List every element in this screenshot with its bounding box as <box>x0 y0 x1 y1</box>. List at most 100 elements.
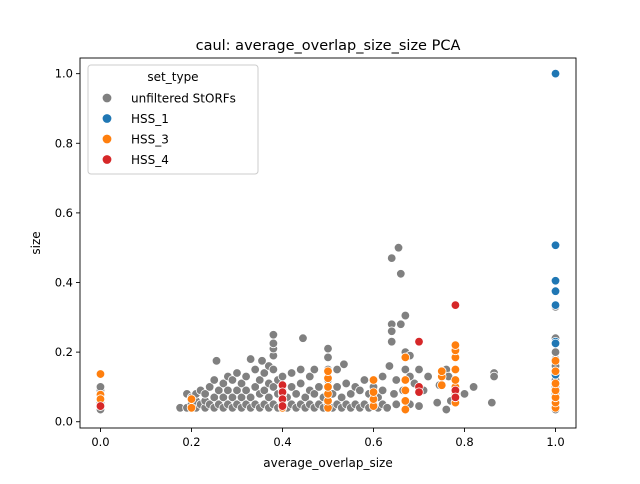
data-point <box>95 369 106 379</box>
plot-frame <box>79 57 577 429</box>
y-tick-label: 0.6 <box>55 206 73 220</box>
data-point <box>450 375 461 385</box>
data-point <box>400 352 411 363</box>
data-point <box>236 378 247 389</box>
data-point <box>227 392 238 403</box>
data-point <box>550 240 561 250</box>
data-point <box>400 310 411 321</box>
y-tick-label: 1.0 <box>55 67 73 81</box>
data-point <box>245 354 256 364</box>
data-point <box>396 319 406 329</box>
data-point <box>437 380 447 390</box>
data-point <box>298 333 308 343</box>
data-point <box>268 338 279 349</box>
data-point <box>389 389 399 399</box>
data-point <box>268 382 279 392</box>
data-point <box>218 378 229 389</box>
y-tick-label: 0.2 <box>55 345 73 359</box>
legend-marker <box>101 133 113 145</box>
data-point <box>218 392 229 403</box>
data-point <box>489 371 499 382</box>
data-point <box>277 371 288 382</box>
series-hss-3 <box>95 340 561 415</box>
data-point <box>393 242 404 253</box>
data-point <box>346 389 356 399</box>
data-point <box>255 375 265 385</box>
data-point <box>450 392 461 403</box>
data-point <box>332 382 342 392</box>
data-point <box>305 371 315 382</box>
data-point <box>400 404 411 415</box>
data-point <box>277 401 288 411</box>
data-point <box>241 385 251 396</box>
series-hss-4 <box>95 300 461 411</box>
data-point <box>391 399 401 410</box>
x-tick-label: 0.2 <box>182 435 200 449</box>
data-point <box>241 371 251 382</box>
data-point <box>441 404 452 415</box>
x-tick-label: 1.0 <box>546 435 564 449</box>
data-point <box>204 382 215 392</box>
data-point <box>339 359 349 370</box>
data-point <box>396 269 406 279</box>
data-point <box>400 396 411 406</box>
data-point <box>400 375 411 385</box>
data-point <box>223 385 233 396</box>
data-point <box>550 276 561 286</box>
legend-label: unfiltered StORFs <box>131 92 236 106</box>
data-point <box>236 392 247 403</box>
legend-box <box>87 64 259 175</box>
data-point <box>214 385 224 396</box>
data-point <box>377 385 388 396</box>
data-point <box>487 397 497 408</box>
data-point <box>550 378 561 389</box>
data-point <box>414 336 424 347</box>
legend-label: HSS_3 <box>131 133 169 147</box>
axes-layer: 0.0 0.2 0.4 0.6 0.8 1.0 0.0 0.2 0.4 0.6 0.8 1.0 <box>55 67 565 449</box>
data-point <box>259 368 269 378</box>
data-point <box>268 330 279 340</box>
data-point <box>368 375 379 385</box>
data-point <box>232 368 242 378</box>
data-point <box>387 253 397 263</box>
data-point <box>309 389 320 399</box>
data-point <box>296 378 306 389</box>
data-point <box>95 401 106 411</box>
data-point <box>437 366 447 376</box>
data-point <box>400 364 411 375</box>
data-point <box>200 389 210 399</box>
data-point <box>432 397 442 408</box>
data-point <box>257 356 267 366</box>
data-point <box>468 382 479 392</box>
x-axis-label: average_overlap_size <box>263 456 392 470</box>
data-point <box>245 392 256 403</box>
data-point <box>550 347 561 357</box>
series-hss-1 <box>550 68 561 380</box>
data-point <box>414 401 424 411</box>
data-point <box>414 387 424 397</box>
x-tick-label: 0.6 <box>364 435 382 449</box>
y-tick-label: 0.8 <box>55 136 73 150</box>
y-tick-label: 0.4 <box>55 276 73 290</box>
data-point <box>368 387 379 397</box>
data-point <box>186 394 197 404</box>
y-tick-label: 0.0 <box>55 415 73 429</box>
data-point <box>550 286 561 296</box>
data-point <box>309 364 320 375</box>
legend-marker <box>101 113 113 124</box>
x-tick-label: 0.8 <box>455 435 473 449</box>
data-point <box>323 382 333 392</box>
data-point <box>423 371 433 382</box>
data-point <box>250 364 260 375</box>
data-point <box>459 389 470 399</box>
legend-title: set_type <box>147 70 198 84</box>
legend-label: HSS_1 <box>131 112 169 126</box>
data-point <box>550 68 561 79</box>
data-point <box>450 340 461 350</box>
data-point <box>314 382 324 392</box>
legend-items: unfiltered StORFs HSS_1 HSS_3 HSS_4 <box>101 92 236 167</box>
data-point <box>336 392 347 403</box>
data-point <box>355 385 365 396</box>
marks-layer <box>95 68 561 415</box>
data-point <box>296 364 306 375</box>
